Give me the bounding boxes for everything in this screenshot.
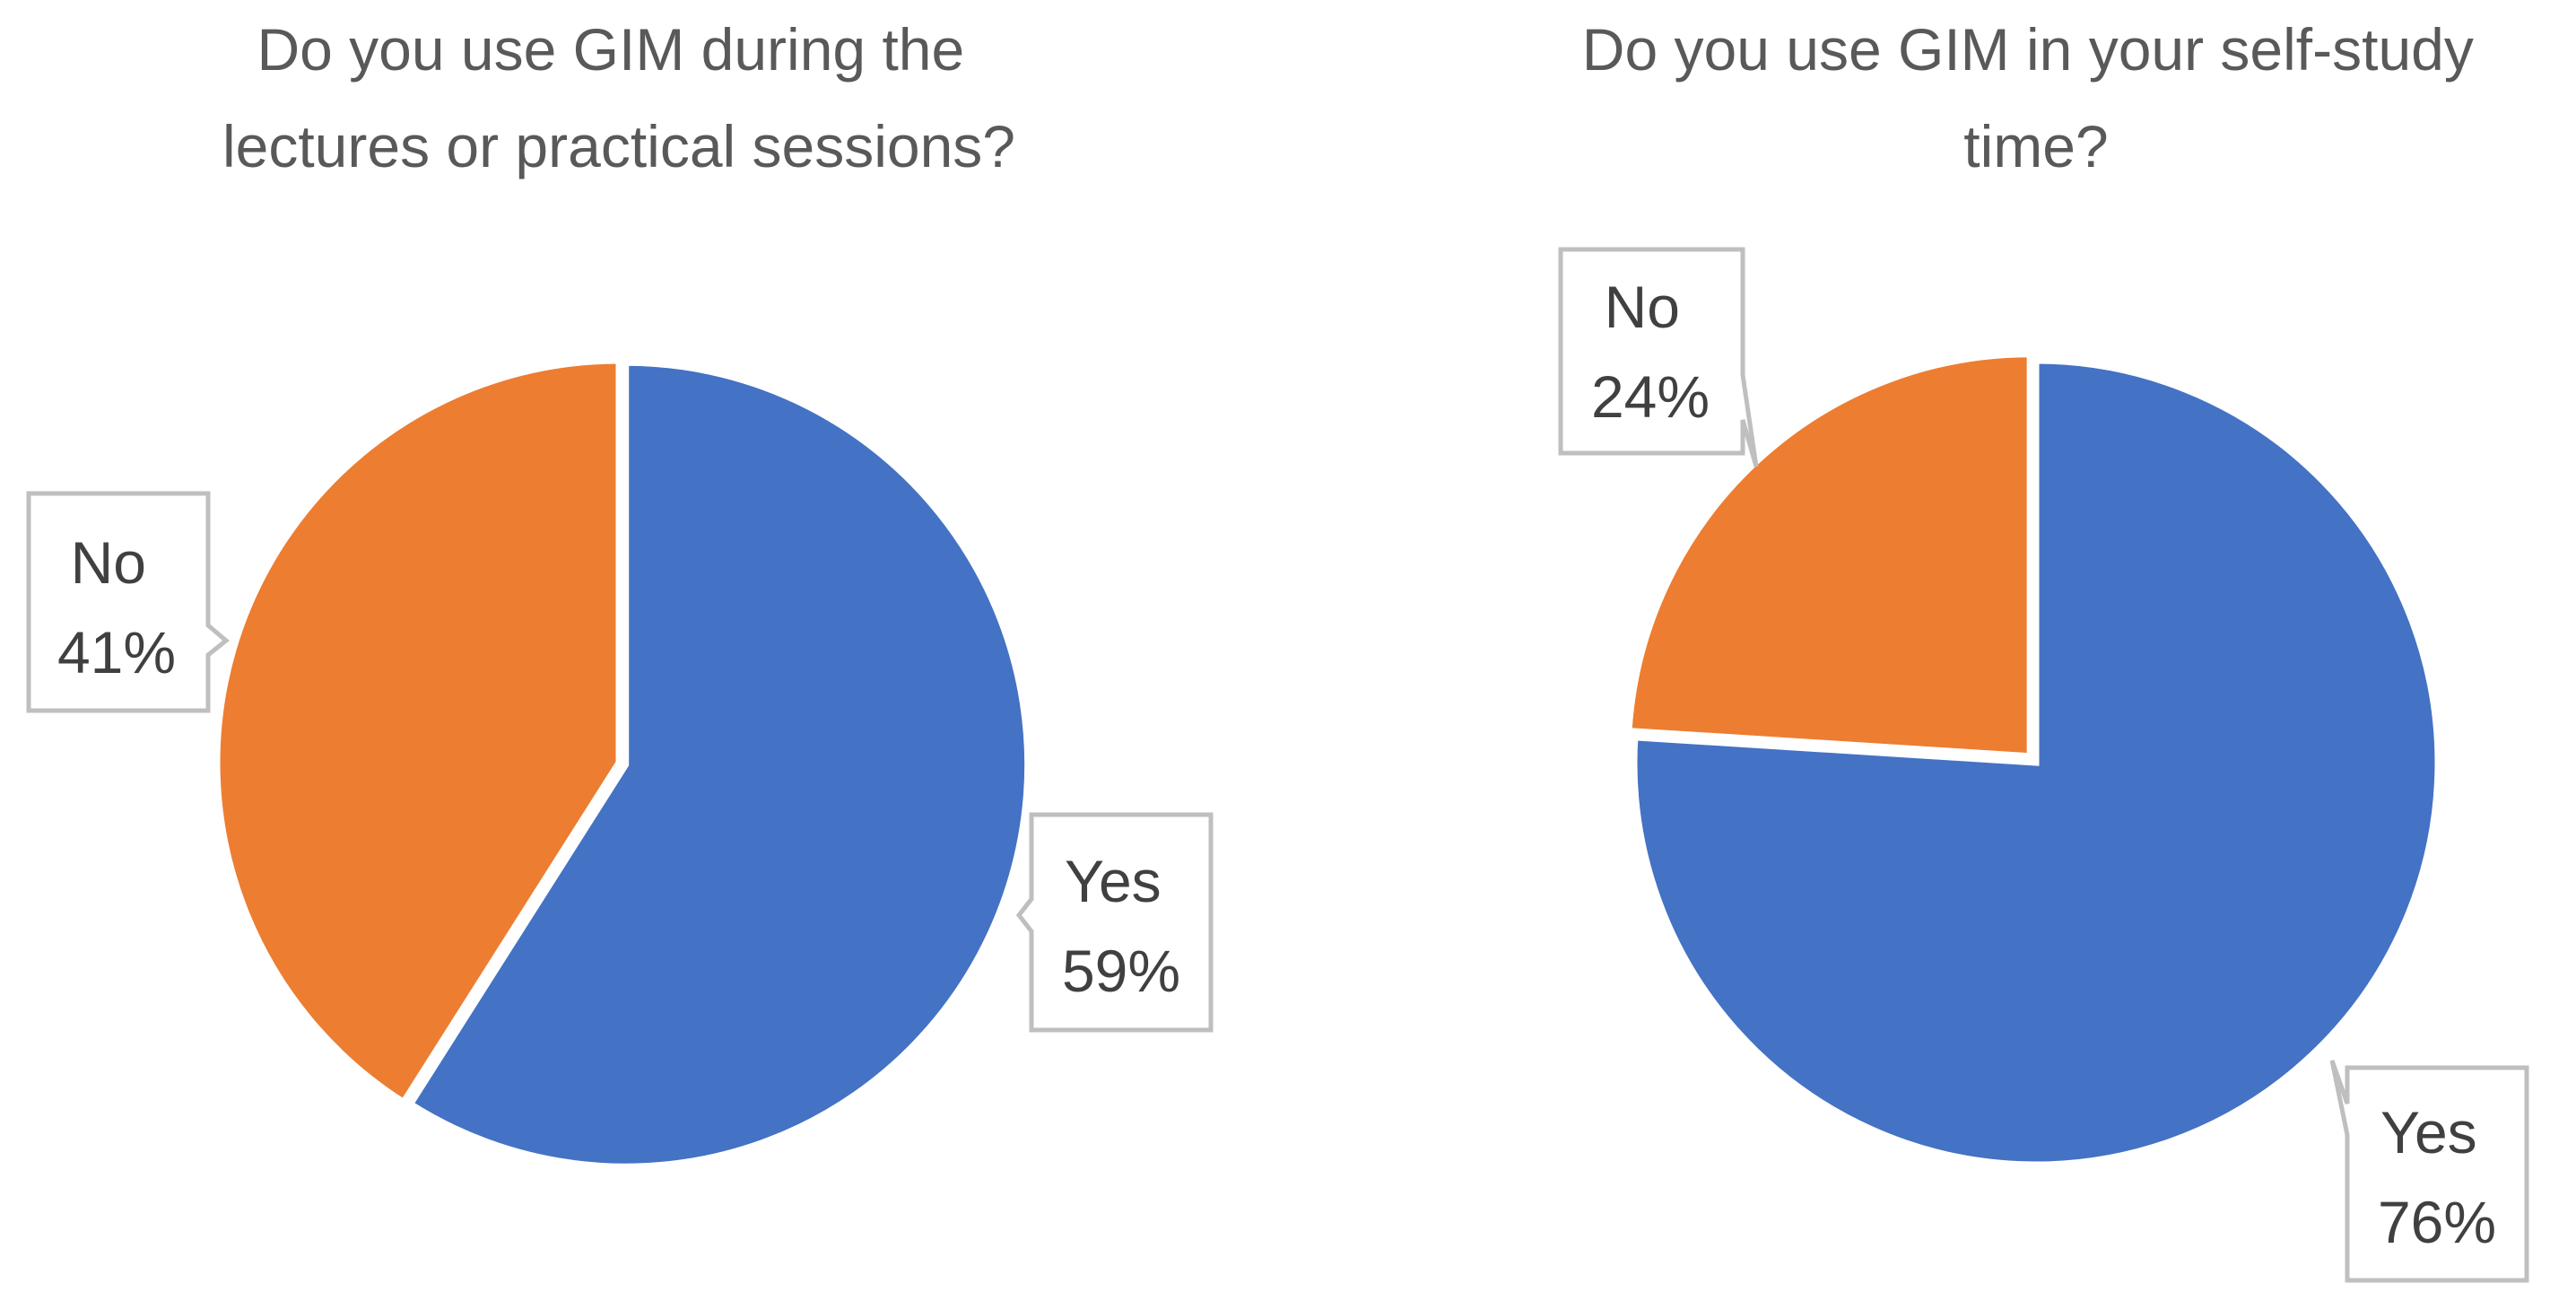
chart-lectures: Do you use GIM during the lectures or pr… xyxy=(26,16,1214,1170)
chart-title-self-study-line-1: Do you use GIM in your self-study xyxy=(1582,16,2474,83)
chart-title-lectures: Do you use GIM during the lectures or pr… xyxy=(222,16,1015,179)
data-label-self-study-yes-text: Yes 76% xyxy=(2378,1099,2496,1255)
data-label-self-study-no-text: No 24% xyxy=(1591,274,1710,430)
chart-title-self-study-line-2: time? xyxy=(1963,113,2108,179)
chart-self-study: Do you use GIM in your self-study time? … xyxy=(1558,16,2529,1283)
data-label-lectures-yes-text: Yes 59% xyxy=(1062,848,1180,1004)
data-label-self-study-no: No 24% xyxy=(1558,247,1759,467)
pie-self-study xyxy=(1625,351,2441,1168)
data-label-self-study-yes-percent: 76% xyxy=(2378,1189,2496,1255)
data-label-lectures-no-category: No xyxy=(71,529,146,596)
callout-box-lectures-yes xyxy=(1015,812,1214,1033)
data-label-self-study-no-category: No xyxy=(1605,274,1680,340)
pie-lectures xyxy=(213,357,1031,1170)
data-label-lectures-no-text: No 41% xyxy=(57,529,176,685)
data-label-lectures-yes-category: Yes xyxy=(1065,848,1162,914)
pie-slice-yes xyxy=(405,359,1031,1170)
data-label-lectures-yes-percent: 59% xyxy=(1062,938,1180,1004)
callout-box-self-study-yes xyxy=(2329,1060,2529,1283)
data-label-lectures-yes: Yes 59% xyxy=(1015,812,1214,1033)
data-label-self-study-no-percent: 24% xyxy=(1591,363,1710,430)
data-label-lectures-no-percent: 41% xyxy=(57,619,176,685)
data-label-lectures-no: No 41% xyxy=(26,491,230,713)
chart-title-self-study: Do you use GIM in your self-study time? xyxy=(1582,16,2490,179)
pie-slice-yes xyxy=(1631,357,2441,1168)
data-label-self-study-yes-category: Yes xyxy=(2380,1099,2477,1165)
chart-title-lectures-line-1: Do you use GIM during the xyxy=(257,16,964,83)
data-label-self-study-yes: Yes 76% xyxy=(2329,1060,2529,1283)
callout-box-self-study-no xyxy=(1558,247,1759,467)
callout-box-lectures-no xyxy=(26,491,230,713)
pie-slice-no xyxy=(213,357,622,1107)
chart-title-lectures-line-2: lectures or practical sessions? xyxy=(222,113,1015,179)
